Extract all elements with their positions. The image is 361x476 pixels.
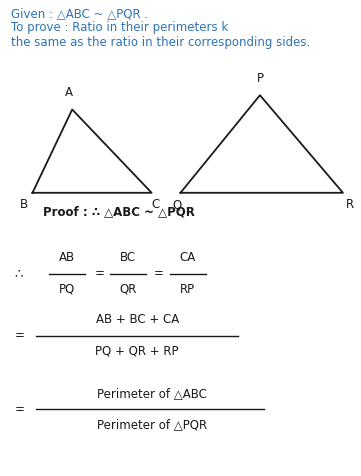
Text: AB: AB	[59, 251, 75, 265]
Text: AB + BC + CA: AB + BC + CA	[96, 313, 179, 327]
Text: the same as the ratio in their corresponding sides.: the same as the ratio in their correspon…	[11, 36, 310, 49]
Text: =: =	[154, 267, 164, 280]
Text: RP: RP	[180, 283, 195, 296]
Text: R: R	[346, 198, 354, 211]
Text: Perimeter of △PQR: Perimeter of △PQR	[96, 418, 207, 432]
Text: =: =	[94, 267, 104, 280]
Text: QR: QR	[119, 283, 137, 296]
Text: Proof : ∴ △ABC ~ △PQR: Proof : ∴ △ABC ~ △PQR	[43, 205, 195, 218]
Text: B: B	[19, 198, 27, 211]
Text: A: A	[65, 86, 73, 99]
Text: =: =	[14, 329, 24, 342]
Text: To prove : Ratio in their perimeters k: To prove : Ratio in their perimeters k	[11, 21, 228, 34]
Text: PQ: PQ	[58, 283, 75, 296]
Text: CA: CA	[179, 251, 196, 265]
Text: =: =	[14, 403, 24, 416]
Text: BC: BC	[120, 251, 136, 265]
Text: PQ + QR + RP: PQ + QR + RP	[95, 345, 179, 358]
Text: P: P	[256, 72, 264, 85]
Text: Perimeter of △ABC: Perimeter of △ABC	[97, 387, 206, 400]
Text: ∴: ∴	[14, 267, 23, 280]
Text: C: C	[151, 198, 159, 211]
Text: Q: Q	[172, 198, 182, 211]
Text: Given : △ABC ~ △PQR .: Given : △ABC ~ △PQR .	[11, 7, 148, 20]
